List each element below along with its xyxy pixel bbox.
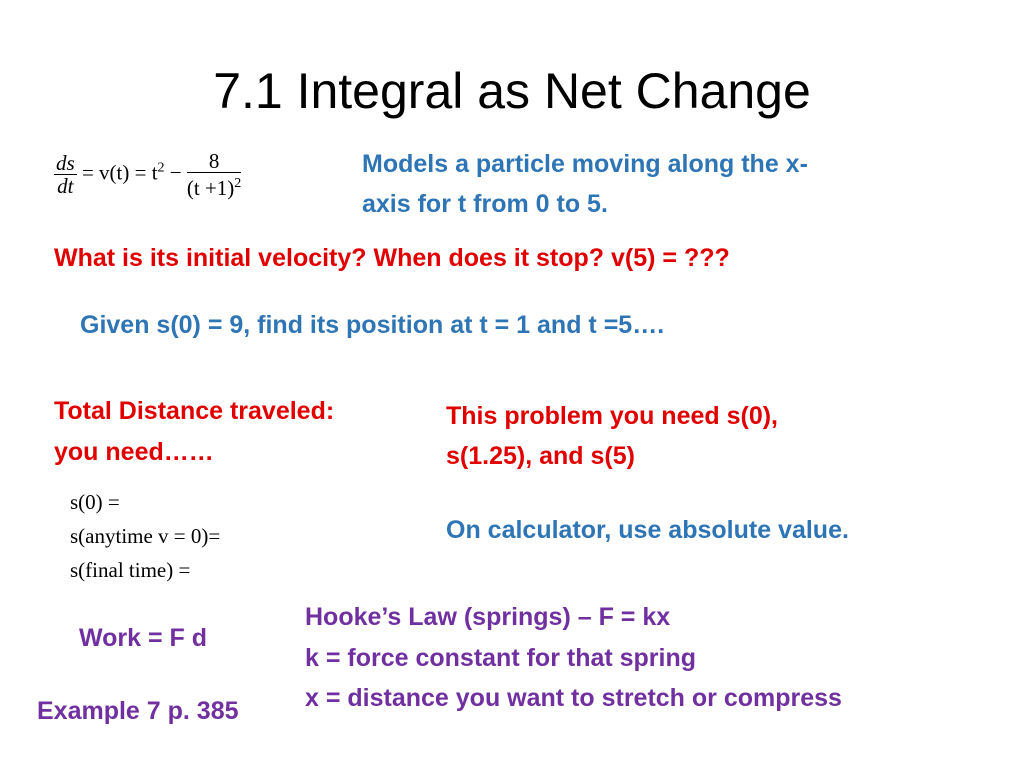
models-line-1: Models a particle moving along the x- bbox=[362, 150, 808, 178]
position-line: s(0) = bbox=[70, 490, 120, 514]
example-reference: Example 7 p. 385 bbox=[37, 697, 239, 725]
position-line: s(anytime v = 0)= bbox=[70, 524, 221, 548]
problem-line-2: s(1.25), and s(5) bbox=[446, 442, 635, 470]
questions: What is its initial velocity? When does … bbox=[54, 244, 730, 272]
eq-frac-num: 8 bbox=[186, 150, 242, 173]
eq-frac-den: (t +1) bbox=[186, 176, 235, 200]
total-distance-line-1: Total Distance traveled: bbox=[54, 397, 335, 425]
given-statement: Given s(0) = 9, find its position at t =… bbox=[80, 311, 665, 339]
eq-exp: 2 bbox=[157, 160, 165, 176]
calculator-note: On calculator, use absolute value. bbox=[446, 516, 849, 544]
total-distance-line-2: you need…… bbox=[54, 438, 214, 466]
hooke-line-1: Hooke’s Law (springs) – F = kx bbox=[305, 603, 671, 631]
velocity-equation: ds dt = v(t) = t2 − 8 (t +1)2 bbox=[54, 150, 242, 200]
eq-lhs-num: ds bbox=[56, 151, 75, 175]
hooke-line-3: x = distance you want to stretch or comp… bbox=[305, 684, 842, 712]
problem-line-1: This problem you need s(0), bbox=[446, 402, 778, 430]
hooke-line-2: k = force constant for that spring bbox=[305, 644, 697, 672]
work-formula: Work = F d bbox=[79, 624, 208, 652]
eq-middle: = v(t) = t bbox=[81, 160, 158, 185]
position-line: s(final time) = bbox=[70, 558, 191, 582]
slide-title: 7.1 Integral as Net Change bbox=[213, 63, 811, 119]
eq-lhs-den: dt bbox=[57, 174, 74, 198]
models-line-2: axis for t from 0 to 5. bbox=[362, 190, 608, 218]
eq-frac-den-exp: 2 bbox=[234, 176, 242, 191]
position-list: s(0) = s(anytime v = 0)= s(final time) = bbox=[70, 485, 220, 587]
eq-minus: − bbox=[169, 160, 182, 185]
